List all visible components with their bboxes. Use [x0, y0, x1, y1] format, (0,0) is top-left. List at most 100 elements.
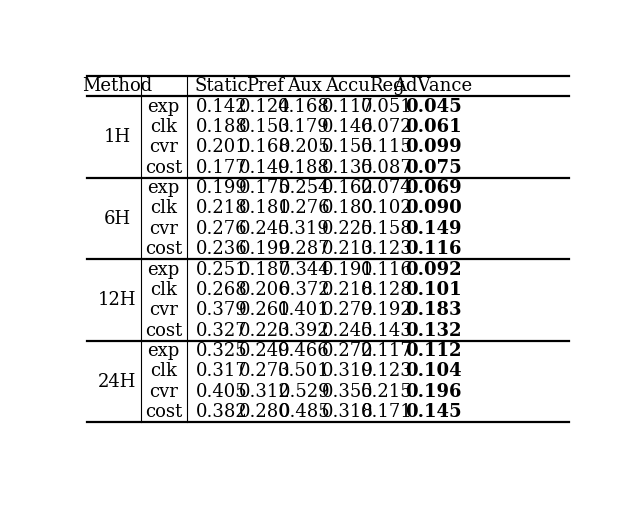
Text: 0.325: 0.325	[196, 342, 247, 360]
Text: 0.199: 0.199	[195, 179, 247, 197]
Text: 0.287: 0.287	[278, 240, 330, 258]
Text: 0.191: 0.191	[322, 261, 374, 278]
Text: 0.149: 0.149	[405, 220, 461, 238]
Text: 0.183: 0.183	[405, 301, 461, 319]
Text: 0.382: 0.382	[195, 403, 247, 421]
Text: 0.104: 0.104	[405, 362, 461, 381]
Text: cvr: cvr	[149, 138, 178, 156]
Text: Pref: Pref	[246, 77, 284, 95]
Text: 0.218: 0.218	[195, 200, 247, 217]
Text: 0.501: 0.501	[278, 362, 330, 381]
Text: 0.355: 0.355	[322, 383, 374, 401]
Text: 6H: 6H	[104, 210, 131, 228]
Text: 0.168: 0.168	[278, 98, 330, 116]
Text: 0.272: 0.272	[322, 342, 374, 360]
Text: 0.117: 0.117	[361, 342, 412, 360]
Text: 0.158: 0.158	[361, 220, 412, 238]
Text: Reg: Reg	[369, 77, 404, 95]
Text: 0.401: 0.401	[278, 301, 330, 319]
Text: 0.179: 0.179	[278, 118, 330, 136]
Text: 0.101: 0.101	[405, 281, 461, 299]
Text: 0.392: 0.392	[278, 322, 330, 340]
Text: 0.181: 0.181	[239, 200, 291, 217]
Text: 0.206: 0.206	[239, 281, 291, 299]
Text: 0.116: 0.116	[360, 261, 412, 278]
Text: 0.188: 0.188	[278, 159, 330, 177]
Text: cost: cost	[145, 159, 182, 177]
Text: 0.344: 0.344	[278, 261, 330, 278]
Text: 0.180: 0.180	[322, 200, 374, 217]
Text: 0.075: 0.075	[404, 159, 461, 177]
Text: exp: exp	[147, 342, 179, 360]
Text: 0.466: 0.466	[278, 342, 330, 360]
Text: 1H: 1H	[104, 128, 131, 146]
Text: 0.213: 0.213	[322, 240, 374, 258]
Text: 0.280: 0.280	[239, 403, 291, 421]
Text: cvr: cvr	[149, 301, 178, 319]
Text: 0.092: 0.092	[405, 261, 461, 278]
Text: 0.199: 0.199	[239, 240, 291, 258]
Text: 0.132: 0.132	[405, 322, 461, 340]
Text: 0.074: 0.074	[361, 179, 412, 197]
Text: 0.223: 0.223	[239, 322, 291, 340]
Text: 0.273: 0.273	[239, 362, 291, 381]
Text: cost: cost	[145, 240, 182, 258]
Text: Accu: Accu	[325, 77, 371, 95]
Text: 0.061: 0.061	[405, 118, 461, 136]
Text: 0.276: 0.276	[196, 220, 247, 238]
Text: 0.162: 0.162	[322, 179, 374, 197]
Text: exp: exp	[147, 98, 179, 116]
Text: 0.187: 0.187	[239, 261, 291, 278]
Text: 0.279: 0.279	[322, 301, 374, 319]
Text: 0.135: 0.135	[322, 159, 374, 177]
Text: 0.115: 0.115	[361, 138, 412, 156]
Text: 0.245: 0.245	[239, 220, 291, 238]
Text: 0.236: 0.236	[195, 240, 247, 258]
Text: 0.192: 0.192	[361, 301, 412, 319]
Text: 0.261: 0.261	[239, 301, 291, 319]
Text: 0.142: 0.142	[196, 98, 247, 116]
Text: 0.112: 0.112	[405, 342, 461, 360]
Text: 0.051: 0.051	[361, 98, 412, 116]
Text: 0.249: 0.249	[239, 342, 291, 360]
Text: 0.155: 0.155	[322, 138, 374, 156]
Text: 0.254: 0.254	[278, 179, 330, 197]
Text: 0.087: 0.087	[361, 159, 412, 177]
Text: 0.149: 0.149	[239, 159, 291, 177]
Text: 0.529: 0.529	[278, 383, 330, 401]
Text: 0.201: 0.201	[195, 138, 247, 156]
Text: Aux: Aux	[287, 77, 322, 95]
Text: 0.072: 0.072	[361, 118, 412, 136]
Text: 0.268: 0.268	[195, 281, 247, 299]
Text: 0.312: 0.312	[239, 383, 291, 401]
Text: 0.196: 0.196	[405, 383, 461, 401]
Text: 0.317: 0.317	[195, 362, 247, 381]
Text: 0.168: 0.168	[239, 138, 291, 156]
Text: 0.116: 0.116	[405, 240, 461, 258]
Text: 0.146: 0.146	[322, 118, 374, 136]
Text: 0.171: 0.171	[361, 403, 412, 421]
Text: 0.123: 0.123	[361, 362, 412, 381]
Text: clk: clk	[150, 118, 177, 136]
Text: clk: clk	[150, 362, 177, 381]
Text: 0.276: 0.276	[278, 200, 330, 217]
Text: 0.117: 0.117	[322, 98, 374, 116]
Text: 0.128: 0.128	[361, 281, 412, 299]
Text: Static: Static	[195, 77, 248, 95]
Text: 0.069: 0.069	[405, 179, 461, 197]
Text: cost: cost	[145, 403, 182, 421]
Text: clk: clk	[150, 281, 177, 299]
Text: 0.405: 0.405	[196, 383, 247, 401]
Text: 24H: 24H	[98, 373, 136, 391]
Text: 0.045: 0.045	[404, 98, 461, 116]
Text: 0.175: 0.175	[239, 179, 291, 197]
Text: 0.372: 0.372	[278, 281, 330, 299]
Text: AdVance: AdVance	[394, 77, 473, 95]
Text: 0.318: 0.318	[322, 403, 374, 421]
Text: 0.225: 0.225	[322, 220, 374, 238]
Text: 0.319: 0.319	[322, 362, 374, 381]
Text: 0.102: 0.102	[361, 200, 412, 217]
Text: 0.124: 0.124	[239, 98, 291, 116]
Text: 0.379: 0.379	[195, 301, 247, 319]
Text: 0.090: 0.090	[404, 200, 461, 217]
